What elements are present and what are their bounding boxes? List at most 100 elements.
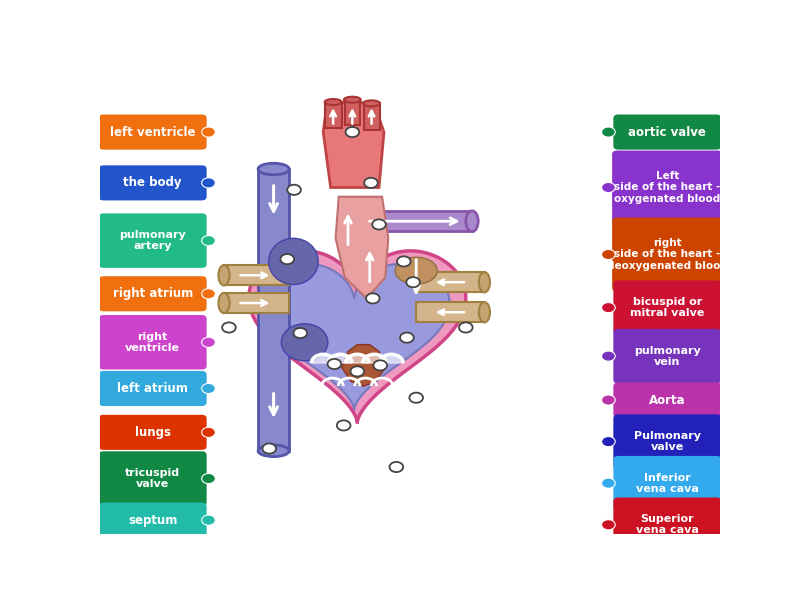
FancyBboxPatch shape (614, 497, 722, 552)
Text: lungs: lungs (134, 426, 170, 439)
FancyBboxPatch shape (612, 218, 722, 292)
Circle shape (222, 322, 236, 332)
Ellipse shape (466, 211, 478, 232)
Circle shape (406, 277, 420, 287)
Polygon shape (258, 264, 450, 409)
Polygon shape (224, 293, 289, 313)
Circle shape (372, 220, 386, 230)
Polygon shape (323, 102, 384, 187)
Circle shape (602, 351, 615, 361)
Polygon shape (342, 344, 386, 386)
Ellipse shape (395, 257, 438, 284)
Ellipse shape (325, 99, 342, 105)
Circle shape (602, 302, 615, 313)
FancyBboxPatch shape (98, 214, 206, 268)
Polygon shape (258, 169, 289, 451)
Text: right
side of the heart -
deoxygenated blook: right side of the heart - deoxygenated b… (607, 238, 727, 271)
Circle shape (602, 250, 615, 260)
Circle shape (602, 437, 615, 446)
Text: Superior
vena cava: Superior vena cava (636, 514, 698, 535)
FancyBboxPatch shape (614, 415, 722, 469)
FancyBboxPatch shape (612, 151, 722, 224)
Circle shape (202, 236, 215, 246)
Text: bicuspid or
mitral valve: bicuspid or mitral valve (630, 297, 705, 318)
FancyBboxPatch shape (98, 166, 206, 200)
Text: right
ventricle: right ventricle (125, 332, 180, 353)
Circle shape (202, 427, 215, 437)
Polygon shape (363, 103, 380, 130)
Circle shape (281, 254, 294, 264)
Ellipse shape (344, 97, 361, 103)
FancyBboxPatch shape (98, 115, 206, 149)
Circle shape (400, 332, 414, 343)
Polygon shape (336, 197, 388, 298)
FancyBboxPatch shape (98, 276, 206, 311)
Circle shape (294, 328, 307, 338)
FancyBboxPatch shape (614, 456, 722, 511)
Text: Pulmonary
valve: Pulmonary valve (634, 431, 701, 452)
Circle shape (327, 359, 341, 369)
FancyBboxPatch shape (98, 451, 206, 506)
Polygon shape (342, 211, 472, 232)
Circle shape (202, 383, 215, 394)
Circle shape (602, 478, 615, 488)
Text: pulmonary
vein: pulmonary vein (634, 346, 701, 367)
Circle shape (366, 293, 380, 304)
Text: aortic valve: aortic valve (628, 125, 706, 139)
Circle shape (410, 392, 423, 403)
Circle shape (202, 473, 215, 484)
FancyBboxPatch shape (98, 371, 206, 406)
Circle shape (202, 289, 215, 299)
Circle shape (202, 337, 215, 347)
Polygon shape (380, 354, 403, 363)
FancyBboxPatch shape (98, 503, 206, 538)
Circle shape (602, 520, 615, 530)
Text: pulmonary
artery: pulmonary artery (119, 230, 186, 251)
Polygon shape (311, 354, 335, 363)
Polygon shape (416, 272, 485, 292)
FancyBboxPatch shape (614, 280, 722, 335)
Circle shape (602, 182, 615, 193)
Polygon shape (329, 354, 352, 363)
Ellipse shape (269, 238, 318, 284)
FancyBboxPatch shape (614, 329, 722, 383)
Ellipse shape (479, 302, 490, 322)
Ellipse shape (479, 272, 490, 292)
Text: septum: septum (128, 514, 178, 527)
Circle shape (337, 421, 350, 431)
FancyBboxPatch shape (614, 115, 722, 149)
Ellipse shape (363, 100, 380, 106)
Text: Aorta: Aorta (649, 394, 686, 407)
Ellipse shape (258, 163, 289, 175)
Polygon shape (346, 354, 369, 363)
FancyBboxPatch shape (98, 315, 206, 370)
Text: Left
side of the heart -
oxygenated blood: Left side of the heart - oxygenated bloo… (614, 172, 721, 203)
Circle shape (602, 395, 615, 405)
Polygon shape (362, 354, 386, 363)
Text: left atrium: left atrium (118, 382, 188, 395)
Circle shape (374, 360, 387, 370)
Circle shape (262, 443, 276, 454)
Ellipse shape (218, 293, 230, 313)
Text: tricuspid
valve: tricuspid valve (125, 468, 180, 489)
Circle shape (390, 462, 403, 472)
Ellipse shape (258, 445, 289, 457)
Text: right atrium: right atrium (113, 287, 193, 300)
Polygon shape (345, 100, 360, 125)
Text: the body: the body (123, 176, 182, 190)
Circle shape (346, 127, 359, 137)
Circle shape (602, 127, 615, 137)
FancyBboxPatch shape (614, 382, 722, 418)
Circle shape (287, 185, 301, 195)
Circle shape (459, 322, 473, 332)
Circle shape (202, 515, 215, 525)
Ellipse shape (282, 324, 328, 361)
Polygon shape (249, 251, 466, 422)
Circle shape (350, 366, 364, 376)
Circle shape (364, 178, 378, 188)
Text: Inferior
vena cava: Inferior vena cava (636, 473, 698, 494)
Circle shape (202, 178, 215, 188)
Polygon shape (416, 302, 485, 322)
Polygon shape (224, 265, 289, 286)
Text: left ventricle: left ventricle (110, 125, 195, 139)
